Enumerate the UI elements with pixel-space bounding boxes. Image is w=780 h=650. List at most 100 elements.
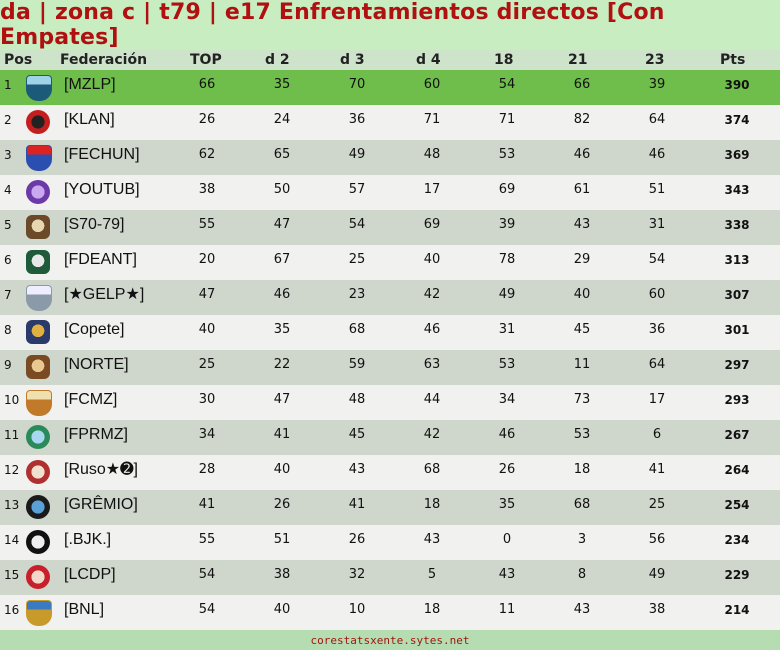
federation-name[interactable]: [Copete] xyxy=(64,321,125,338)
header-23: 23 xyxy=(645,52,665,68)
table-row[interactable]: 5 [S70-79] 55 47 54 69 39 43 31 338 xyxy=(0,210,780,245)
score-cell: 78 xyxy=(498,252,516,267)
score-cell: 40 xyxy=(273,462,291,477)
table-row[interactable]: 2 [KLAN] 26 24 36 71 71 82 64 374 xyxy=(0,105,780,140)
table-row[interactable]: 3 [FECHUN] 62 65 49 48 53 46 46 369 xyxy=(0,140,780,175)
score-cell: 30 xyxy=(198,392,216,407)
federation-name[interactable]: [FPRMZ] xyxy=(64,426,128,443)
row-position: 1 xyxy=(4,78,12,92)
score-cell: 35 xyxy=(273,322,291,337)
points-cell: 338 xyxy=(724,218,750,232)
header-d4: d 4 xyxy=(416,52,441,68)
points-cell: 293 xyxy=(724,393,750,407)
score-cell: 43 xyxy=(423,532,441,547)
score-cell: 65 xyxy=(273,147,291,162)
row-position: 8 xyxy=(4,323,12,337)
score-cell: 45 xyxy=(348,427,366,442)
score-cell: 11 xyxy=(498,602,516,617)
federation-name[interactable]: [KLAN] xyxy=(64,111,115,128)
score-cell: 22 xyxy=(273,357,291,372)
score-cell: 38 xyxy=(198,182,216,197)
federation-name[interactable]: [FCMZ] xyxy=(64,391,118,408)
federation-crest-icon xyxy=(26,355,50,379)
score-cell: 71 xyxy=(423,112,441,127)
federation-crest-icon xyxy=(26,460,50,484)
row-position: 14 xyxy=(4,533,20,547)
table-row[interactable]: 1 [MZLP] 66 35 70 60 54 66 39 390 xyxy=(0,70,780,105)
score-cell: 32 xyxy=(348,567,366,582)
header-pos: Pos xyxy=(4,52,33,68)
points-cell: 254 xyxy=(724,498,750,512)
table-row[interactable]: 12 [Ruso★➋] 28 40 43 68 26 18 41 264 xyxy=(0,455,780,490)
row-position: 3 xyxy=(4,148,12,162)
score-cell: 54 xyxy=(498,77,516,92)
table-row[interactable]: 11 [FPRMZ] 34 41 45 42 46 53 6 267 xyxy=(0,420,780,455)
score-cell: 55 xyxy=(198,532,216,547)
federation-name[interactable]: [NORTE] xyxy=(64,356,129,373)
federation-name[interactable]: [★GELP★] xyxy=(64,286,145,303)
score-cell: 41 xyxy=(273,427,291,442)
table-row[interactable]: 13 [GRÊMIO] 41 26 41 18 35 68 25 254 xyxy=(0,490,780,525)
score-cell: 18 xyxy=(423,497,441,512)
score-cell: 53 xyxy=(498,147,516,162)
federation-name[interactable]: [S70-79] xyxy=(64,216,125,233)
federation-name[interactable]: [.BJK.] xyxy=(64,531,112,548)
points-cell: 229 xyxy=(724,568,750,582)
federation-crest-icon xyxy=(26,285,52,311)
score-cell: 17 xyxy=(648,392,666,407)
federation-name[interactable]: [Ruso★➋] xyxy=(64,461,138,478)
header-pts: Pts xyxy=(720,52,746,68)
score-cell: 64 xyxy=(648,357,666,372)
score-cell: 53 xyxy=(498,357,516,372)
table-row[interactable]: 6 [FDEANT] 20 67 25 40 78 29 54 313 xyxy=(0,245,780,280)
score-cell: 46 xyxy=(273,287,291,302)
federation-name[interactable]: [GRÊMIO] xyxy=(64,496,138,513)
score-cell: 26 xyxy=(198,112,216,127)
score-cell: 59 xyxy=(348,357,366,372)
score-cell: 36 xyxy=(648,322,666,337)
federation-crest-icon xyxy=(26,180,50,204)
score-cell: 53 xyxy=(573,427,591,442)
score-cell: 46 xyxy=(423,322,441,337)
table-header: Pos Federación TOP d 2 d 3 d 4 18 21 23 … xyxy=(0,50,780,70)
score-cell: 41 xyxy=(648,462,666,477)
federation-name[interactable]: [LCDP] xyxy=(64,566,116,583)
table-row[interactable]: 15 [LCDP] 54 38 32 5 43 8 49 229 xyxy=(0,560,780,595)
score-cell: 42 xyxy=(423,427,441,442)
federation-name[interactable]: [FECHUN] xyxy=(64,146,140,163)
table-row[interactable]: 4 [YOUTUB] 38 50 57 17 69 61 51 343 xyxy=(0,175,780,210)
score-cell: 26 xyxy=(273,497,291,512)
score-cell: 46 xyxy=(498,427,516,442)
score-cell: 41 xyxy=(198,497,216,512)
score-cell: 68 xyxy=(573,497,591,512)
points-cell: 374 xyxy=(724,113,750,127)
points-cell: 214 xyxy=(724,603,750,617)
score-cell: 54 xyxy=(348,217,366,232)
points-cell: 264 xyxy=(724,463,750,477)
score-cell: 8 xyxy=(577,567,587,582)
table-row[interactable]: 16 [BNL] 54 40 10 18 11 43 38 214 xyxy=(0,595,780,630)
table-row[interactable]: 14 [.BJK.] 55 51 26 43 0 3 56 234 xyxy=(0,525,780,560)
table-row[interactable]: 10 [FCMZ] 30 47 48 44 34 73 17 293 xyxy=(0,385,780,420)
footer-site-link[interactable]: corestatsxente.sytes.net xyxy=(310,634,470,647)
federation-name[interactable]: [YOUTUB] xyxy=(64,181,140,198)
federation-crest-icon xyxy=(26,425,50,449)
score-cell: 18 xyxy=(423,602,441,617)
table-row[interactable]: 7 [★GELP★] 47 46 23 42 49 40 60 307 xyxy=(0,280,780,315)
federation-name[interactable]: [MZLP] xyxy=(64,76,116,93)
score-cell: 38 xyxy=(648,602,666,617)
federation-name[interactable]: [FDEANT] xyxy=(64,251,137,268)
score-cell: 54 xyxy=(648,252,666,267)
table-row[interactable]: 8 [Copete] 40 35 68 46 31 45 36 301 xyxy=(0,315,780,350)
federation-crest-icon xyxy=(26,530,50,554)
score-cell: 25 xyxy=(198,357,216,372)
row-position: 9 xyxy=(4,358,12,372)
score-cell: 34 xyxy=(498,392,516,407)
score-cell: 60 xyxy=(423,77,441,92)
score-cell: 39 xyxy=(648,77,666,92)
table-row[interactable]: 9 [NORTE] 25 22 59 63 53 11 64 297 xyxy=(0,350,780,385)
score-cell: 43 xyxy=(348,462,366,477)
points-cell: 301 xyxy=(724,323,750,337)
federation-name[interactable]: [BNL] xyxy=(64,601,105,618)
score-cell: 51 xyxy=(648,182,666,197)
